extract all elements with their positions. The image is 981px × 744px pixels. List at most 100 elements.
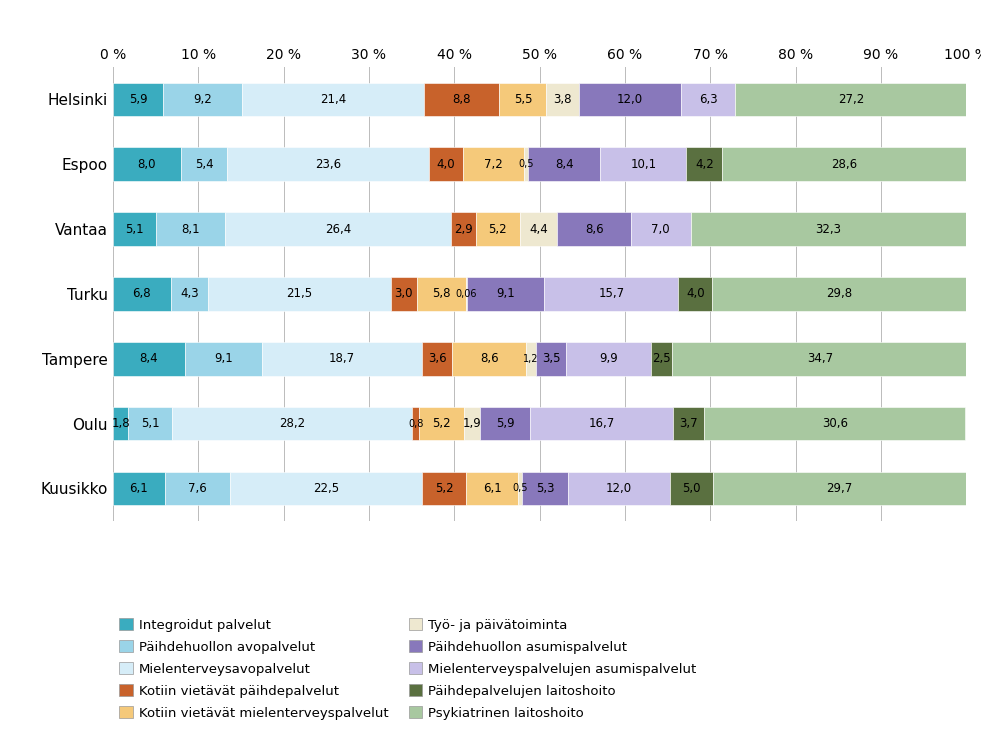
Text: 18,7: 18,7 — [329, 352, 355, 365]
Bar — [520, 212, 557, 246]
Bar — [172, 407, 412, 440]
Text: 0,06: 0,06 — [455, 289, 477, 299]
Text: 1,8: 1,8 — [111, 417, 129, 430]
Text: 9,2: 9,2 — [193, 93, 212, 106]
Text: 0,8: 0,8 — [408, 419, 424, 429]
Text: 8,4: 8,4 — [139, 352, 158, 365]
Text: 16,7: 16,7 — [589, 417, 614, 430]
Bar — [422, 472, 466, 505]
Bar — [228, 147, 429, 181]
Bar — [417, 277, 466, 311]
Bar — [557, 212, 631, 246]
Bar — [425, 83, 499, 116]
Text: 3,7: 3,7 — [679, 417, 697, 430]
Text: 5,9: 5,9 — [129, 93, 147, 106]
Text: 1,9: 1,9 — [462, 417, 481, 430]
Bar — [480, 407, 530, 440]
Text: 10,1: 10,1 — [630, 158, 656, 170]
Bar — [412, 407, 419, 440]
Bar — [422, 341, 452, 376]
Text: 12,0: 12,0 — [617, 93, 644, 106]
Text: 32,3: 32,3 — [815, 222, 842, 236]
Text: 8,6: 8,6 — [480, 352, 498, 365]
Text: 29,7: 29,7 — [826, 482, 852, 495]
Bar — [672, 341, 968, 376]
Bar — [537, 341, 566, 376]
Bar — [129, 407, 172, 440]
Text: 34,7: 34,7 — [806, 352, 833, 365]
Text: 8,1: 8,1 — [181, 222, 200, 236]
Bar — [673, 407, 704, 440]
Text: 8,8: 8,8 — [452, 93, 471, 106]
Bar — [181, 147, 228, 181]
Bar — [476, 212, 520, 246]
Bar — [163, 83, 241, 116]
Text: 5,5: 5,5 — [514, 93, 532, 106]
Text: 29,8: 29,8 — [827, 287, 852, 301]
Bar — [463, 147, 524, 181]
Text: 2,5: 2,5 — [651, 352, 670, 365]
Text: 12,0: 12,0 — [606, 482, 632, 495]
Text: 3,5: 3,5 — [542, 352, 560, 365]
Text: 7,0: 7,0 — [651, 222, 670, 236]
Text: 5,9: 5,9 — [495, 417, 514, 430]
Text: 8,6: 8,6 — [585, 222, 603, 236]
Text: 5,2: 5,2 — [432, 417, 450, 430]
Bar — [451, 212, 476, 246]
Bar — [499, 83, 546, 116]
Text: 21,4: 21,4 — [320, 93, 346, 106]
Text: 27,2: 27,2 — [838, 93, 864, 106]
Text: 7,2: 7,2 — [484, 158, 503, 170]
Bar — [544, 277, 678, 311]
Bar — [526, 341, 537, 376]
Bar — [722, 147, 966, 181]
Bar — [391, 277, 417, 311]
Bar — [631, 212, 691, 246]
Bar — [523, 472, 568, 505]
Bar — [262, 341, 422, 376]
Text: 26,4: 26,4 — [325, 222, 351, 236]
Text: 6,8: 6,8 — [132, 287, 151, 301]
Bar — [184, 341, 262, 376]
Bar — [681, 83, 735, 116]
Text: 6,1: 6,1 — [129, 482, 148, 495]
Bar — [113, 83, 163, 116]
Bar — [113, 147, 181, 181]
Text: 4,4: 4,4 — [530, 222, 548, 236]
Bar — [579, 83, 681, 116]
Text: 9,1: 9,1 — [214, 352, 232, 365]
Bar — [156, 212, 226, 246]
Text: 21,5: 21,5 — [286, 287, 312, 301]
Bar — [208, 277, 391, 311]
Bar — [546, 83, 579, 116]
Text: 5,1: 5,1 — [140, 417, 159, 430]
Text: 28,6: 28,6 — [831, 158, 857, 170]
Text: 4,3: 4,3 — [180, 287, 198, 301]
Text: 8,0: 8,0 — [137, 158, 156, 170]
Text: 0,5: 0,5 — [513, 484, 528, 493]
Bar — [113, 407, 129, 440]
Bar — [566, 341, 650, 376]
Bar — [113, 212, 156, 246]
Text: 5,4: 5,4 — [195, 158, 214, 170]
Bar — [226, 212, 451, 246]
Text: 0,5: 0,5 — [519, 159, 534, 169]
Text: 4,0: 4,0 — [686, 287, 704, 301]
Bar — [712, 277, 967, 311]
Bar — [678, 277, 712, 311]
Bar — [466, 472, 518, 505]
Bar — [429, 147, 463, 181]
Text: 1,2: 1,2 — [523, 353, 539, 364]
Text: 15,7: 15,7 — [598, 287, 624, 301]
Text: 3,8: 3,8 — [553, 93, 572, 106]
Bar — [419, 407, 464, 440]
Bar — [524, 147, 529, 181]
Bar — [113, 341, 184, 376]
Text: 5,2: 5,2 — [435, 482, 453, 495]
Bar — [452, 341, 526, 376]
Text: 5,0: 5,0 — [682, 482, 700, 495]
Text: 30,6: 30,6 — [822, 417, 848, 430]
Text: 6,3: 6,3 — [698, 93, 717, 106]
Text: 5,1: 5,1 — [126, 222, 144, 236]
Bar — [704, 407, 965, 440]
